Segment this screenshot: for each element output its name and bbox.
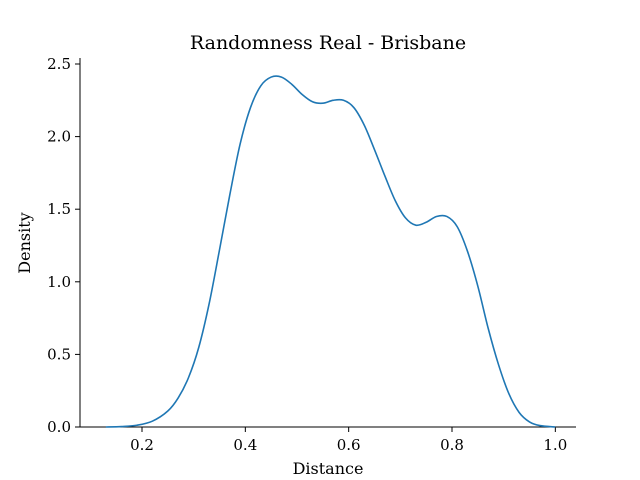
x-tick-label: 1.0 <box>543 436 567 454</box>
y-axis-label: Density <box>15 212 34 273</box>
x-tick-label: 0.2 <box>130 436 154 454</box>
x-tick-label: 0.8 <box>440 436 464 454</box>
y-ticks: 0.0 0.5 1.0 1.5 2.0 2.5 <box>47 55 80 436</box>
y-tick-label: 0.5 <box>47 345 71 363</box>
chart-title: Randomness Real - Brisbane <box>190 32 466 54</box>
y-tick-label: 0.0 <box>47 418 71 436</box>
y-tick-label: 1.5 <box>47 200 71 218</box>
y-tick-label: 2.0 <box>47 128 71 146</box>
x-tick-label: 0.4 <box>233 436 257 454</box>
x-axis-label: Distance <box>293 459 364 478</box>
x-tick-label: 0.6 <box>337 436 361 454</box>
y-tick-label: 2.5 <box>47 55 71 73</box>
y-tick-label: 1.0 <box>47 273 71 291</box>
plot-area: 0.2 0.4 0.6 0.8 1.0 0.0 0.5 1.0 1.5 2.0 2.5 <box>47 55 576 454</box>
x-ticks: 0.2 0.4 0.6 0.8 1.0 <box>130 427 567 454</box>
density-curve <box>105 75 556 428</box>
